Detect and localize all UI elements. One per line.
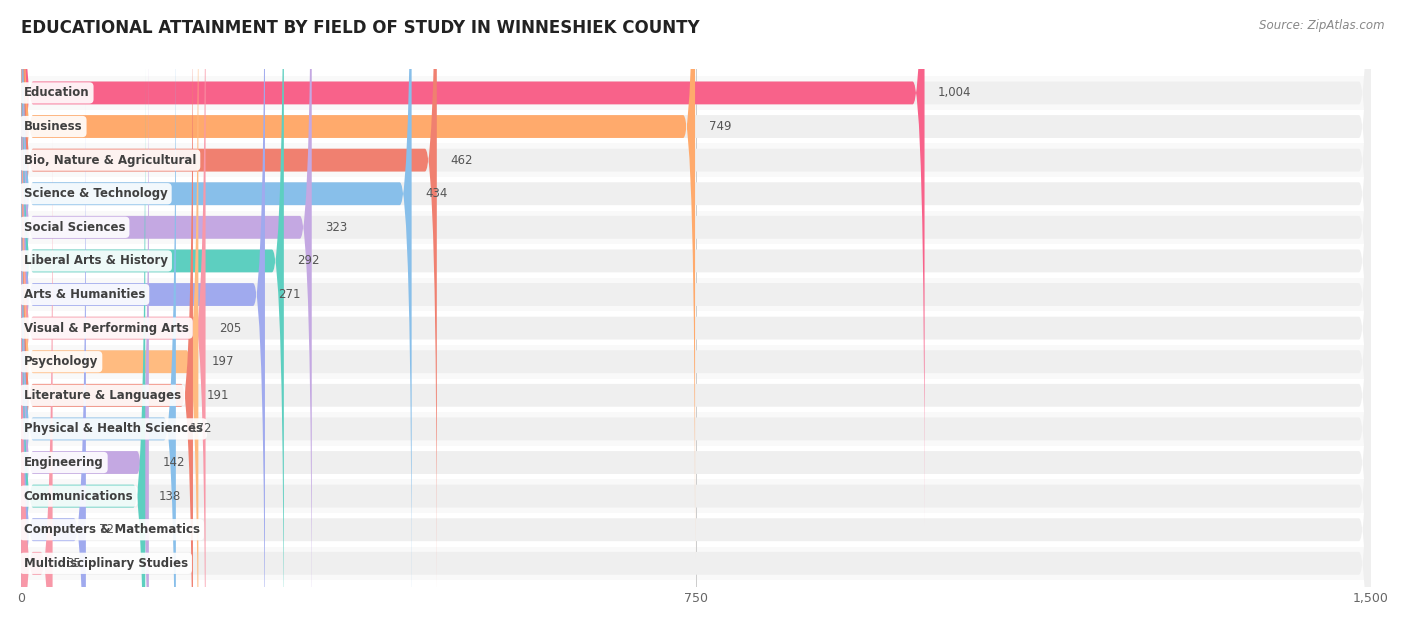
Text: Business: Business [24, 120, 83, 133]
FancyBboxPatch shape [21, 0, 1371, 631]
FancyBboxPatch shape [21, 131, 52, 631]
Bar [21, 412, 1371, 445]
Bar [21, 480, 1371, 513]
FancyBboxPatch shape [21, 0, 695, 558]
Bar [21, 445, 1371, 480]
Text: Computers & Mathematics: Computers & Mathematics [24, 523, 200, 536]
FancyBboxPatch shape [21, 0, 1371, 631]
Text: 205: 205 [219, 322, 242, 334]
Bar [21, 345, 1371, 379]
Text: 172: 172 [190, 422, 212, 435]
Text: 138: 138 [159, 490, 181, 503]
FancyBboxPatch shape [21, 0, 176, 631]
FancyBboxPatch shape [21, 0, 193, 631]
FancyBboxPatch shape [21, 0, 1371, 558]
FancyBboxPatch shape [21, 0, 1371, 631]
FancyBboxPatch shape [21, 0, 205, 631]
Bar [21, 513, 1371, 546]
Text: 35: 35 [66, 557, 80, 570]
Text: 434: 434 [425, 187, 447, 200]
Text: 271: 271 [278, 288, 301, 301]
FancyBboxPatch shape [21, 131, 1371, 631]
Text: Literature & Languages: Literature & Languages [24, 389, 181, 402]
Text: Engineering: Engineering [24, 456, 104, 469]
FancyBboxPatch shape [21, 0, 264, 631]
FancyBboxPatch shape [21, 0, 1371, 631]
Text: Communications: Communications [24, 490, 134, 503]
FancyBboxPatch shape [21, 98, 86, 631]
FancyBboxPatch shape [21, 0, 1371, 631]
Text: 1,004: 1,004 [938, 86, 972, 100]
FancyBboxPatch shape [21, 0, 1371, 626]
Text: Visual & Performing Arts: Visual & Performing Arts [24, 322, 188, 334]
FancyBboxPatch shape [21, 0, 1371, 525]
Text: 749: 749 [709, 120, 731, 133]
Text: Source: ZipAtlas.com: Source: ZipAtlas.com [1260, 19, 1385, 32]
Text: 323: 323 [325, 221, 347, 234]
FancyBboxPatch shape [21, 0, 1371, 631]
FancyBboxPatch shape [21, 0, 312, 631]
FancyBboxPatch shape [21, 30, 149, 631]
Text: Arts & Humanities: Arts & Humanities [24, 288, 145, 301]
Bar [21, 379, 1371, 412]
Bar [21, 211, 1371, 244]
FancyBboxPatch shape [21, 0, 1371, 631]
Bar [21, 546, 1371, 580]
Text: 462: 462 [450, 153, 472, 167]
FancyBboxPatch shape [21, 98, 1371, 631]
FancyBboxPatch shape [21, 0, 412, 626]
Text: 191: 191 [207, 389, 229, 402]
Text: Multidisciplinary Studies: Multidisciplinary Studies [24, 557, 188, 570]
FancyBboxPatch shape [21, 0, 925, 525]
Text: Science & Technology: Science & Technology [24, 187, 167, 200]
FancyBboxPatch shape [21, 0, 437, 593]
FancyBboxPatch shape [21, 64, 145, 631]
FancyBboxPatch shape [21, 64, 1371, 631]
Bar [21, 143, 1371, 177]
FancyBboxPatch shape [21, 0, 198, 631]
Text: EDUCATIONAL ATTAINMENT BY FIELD OF STUDY IN WINNESHIEK COUNTY: EDUCATIONAL ATTAINMENT BY FIELD OF STUDY… [21, 19, 700, 37]
Text: 292: 292 [297, 254, 319, 268]
Text: Physical & Health Sciences: Physical & Health Sciences [24, 422, 202, 435]
FancyBboxPatch shape [21, 0, 1371, 593]
Text: 72: 72 [100, 523, 114, 536]
Bar [21, 311, 1371, 345]
Bar [21, 177, 1371, 211]
Text: Education: Education [24, 86, 90, 100]
Bar [21, 76, 1371, 110]
Bar [21, 244, 1371, 278]
Text: Psychology: Psychology [24, 355, 98, 369]
FancyBboxPatch shape [21, 30, 1371, 631]
Text: Social Sciences: Social Sciences [24, 221, 125, 234]
Text: 142: 142 [162, 456, 184, 469]
Bar [21, 278, 1371, 311]
Text: Liberal Arts & History: Liberal Arts & History [24, 254, 167, 268]
Text: 197: 197 [212, 355, 235, 369]
Text: Bio, Nature & Agricultural: Bio, Nature & Agricultural [24, 153, 197, 167]
FancyBboxPatch shape [21, 0, 284, 631]
Bar [21, 110, 1371, 143]
